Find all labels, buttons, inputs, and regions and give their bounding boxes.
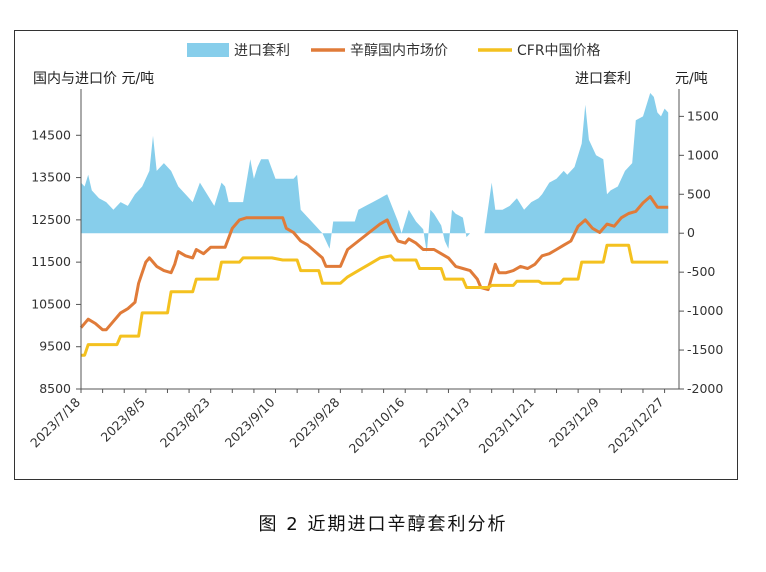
x-tick-label: 2023/12/27 <box>605 395 667 457</box>
legend-label-arbitrage: 进口套利 <box>234 43 290 59</box>
legend: 进口套利 辛醇国内市场价 CFR中国价格 <box>187 42 601 59</box>
legend-label-cfr: CFR中国价格 <box>517 43 601 59</box>
y-right-tick-label: -1500 <box>687 342 723 357</box>
x-tick-label: 2023/9/10 <box>222 394 278 450</box>
x-tick-label: 2023/11/3 <box>416 395 472 451</box>
x-tick-label: 2023/8/5 <box>98 394 148 444</box>
series-line-cfr <box>81 243 669 357</box>
right-axis-title-name: 进口套利 <box>575 71 631 87</box>
figure-caption: 图 2 近期进口辛醇套利分析 <box>258 514 508 535</box>
y-right-tick-label: -1000 <box>687 303 723 318</box>
y-left-tick-label: 11500 <box>31 254 71 269</box>
x-tick-label: 2023/11/21 <box>475 395 537 457</box>
chart-frame: 进口套利 辛醇国内市场价 CFR中国价格 国内与进口价 元/吨 进口套利 元/吨… <box>14 30 738 480</box>
y-right-tick-label: -500 <box>687 264 715 279</box>
y-right-tick-label: -2000 <box>687 381 723 396</box>
right-axis-title-unit: 元/吨 <box>675 71 708 87</box>
y-left-tick-label: 12500 <box>31 212 71 227</box>
legend-swatch-arbitrage <box>187 43 229 57</box>
left-axis-title: 国内与进口价 元/吨 <box>33 71 154 87</box>
x-tick-label: 2023/10/16 <box>346 394 408 456</box>
y-right-tick-label: 1500 <box>687 108 719 123</box>
chart-svg: 进口套利 辛醇国内市场价 CFR中国价格 国内与进口价 元/吨 进口套利 元/吨… <box>27 42 723 456</box>
x-tick-label: 2023/9/28 <box>287 395 343 451</box>
y-left-tick-label: 10500 <box>31 296 71 311</box>
x-tick-label: 2023/7/18 <box>27 394 83 450</box>
y-left-tick-label: 13500 <box>31 170 71 185</box>
y-left-tick-label: 14500 <box>31 127 71 142</box>
series-line-domestic <box>79 195 669 332</box>
y-right-tick-label: 1000 <box>687 147 719 162</box>
series-area-arbitrage <box>81 93 669 253</box>
x-tick-label: 2023/12/9 <box>546 394 602 450</box>
y-right-tick-label: 500 <box>687 186 711 201</box>
x-tick-label: 2023/8/23 <box>157 395 213 451</box>
plot-area: 8500 9500 10500 11500 12500 13500 14500 -2000 -1… <box>27 89 723 456</box>
y-right-tick-label: 0 <box>687 225 695 240</box>
y-left-tick-label: 8500 <box>39 381 71 396</box>
legend-label-domestic: 辛醇国内市场价 <box>350 42 448 59</box>
y-left-tick-label: 9500 <box>39 339 71 354</box>
